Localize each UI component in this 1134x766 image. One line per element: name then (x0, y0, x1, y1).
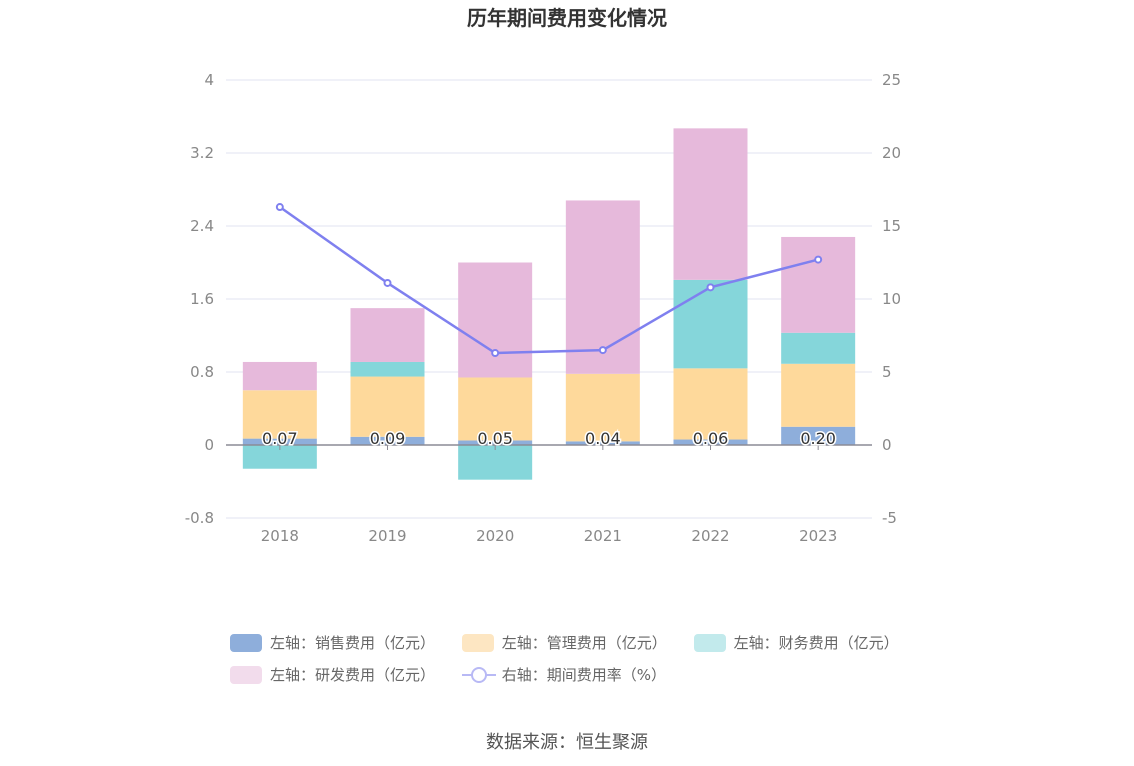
bar (350, 376, 425, 437)
bar (242, 445, 317, 469)
legend-swatch-admin (461, 633, 494, 652)
right-tick-label: 0 (882, 436, 892, 454)
legend-row-2: 左轴：研发费用（亿元） 右轴：期间费用率（%） (230, 664, 688, 686)
data-label: 0.04 (585, 429, 621, 448)
data-labels: 0.07 0.09 0.05 0.04 0.06 0.20 (261, 428, 838, 450)
bar (458, 377, 533, 441)
legend-swatch-rnd (230, 665, 262, 684)
legend-swatch-sales (230, 633, 262, 652)
right-axis-ticks: 25 20 15 10 5 0 -5 (882, 71, 901, 527)
x-tick-label: 2018 (261, 527, 299, 545)
x-tick-label: 2020 (476, 527, 514, 545)
legend-label-sales: 左轴：销售费用（亿元） (270, 634, 436, 652)
bar (458, 440, 533, 445)
bar (781, 236, 856, 333)
bar (242, 390, 317, 439)
bar (350, 436, 425, 445)
left-tick-label: 2.4 (190, 217, 214, 235)
left-tick-label: 1.6 (190, 290, 214, 308)
x-axis (226, 444, 872, 450)
x-tick-label: 2022 (691, 527, 729, 545)
legend-item-admin[interactable]: 左轴：管理费用（亿元） (461, 632, 667, 653)
right-tick-label: 25 (882, 71, 901, 89)
right-tick-label: 15 (882, 217, 901, 235)
data-label: 0.07 (262, 429, 298, 448)
grid-lines (226, 79, 872, 519)
legend-row-1: 左轴：销售费用（亿元） 左轴：管理费用（亿元） 左轴：财务费用（亿元） (230, 632, 921, 654)
legend-item-sales[interactable]: 左轴：销售费用（亿元） (230, 632, 435, 653)
right-tick-label: 5 (882, 363, 892, 381)
rate-point (814, 255, 823, 264)
left-tick-label: -0.8 (185, 509, 214, 527)
bar (350, 308, 425, 362)
legend-swatch-finance (693, 633, 726, 652)
legend-item-rnd[interactable]: 左轴：研发费用（亿元） (230, 664, 435, 685)
rate-point (706, 283, 715, 292)
legend-item-finance[interactable]: 左轴：财务费用（亿元） (693, 632, 899, 653)
legend-label-rnd: 左轴：研发费用（亿元） (270, 666, 436, 684)
right-tick-label: 10 (882, 290, 901, 308)
rate-point (383, 278, 392, 287)
rate-point (491, 349, 500, 358)
rate-line (279, 205, 819, 355)
bar (673, 368, 748, 440)
x-tick-label: 2019 (368, 527, 406, 545)
left-tick-label: 3.2 (190, 144, 214, 162)
bar-series (242, 128, 856, 480)
rate-point (275, 203, 284, 212)
bar (458, 445, 533, 480)
bar (350, 361, 425, 377)
bar (242, 361, 317, 391)
left-tick-label: 0 (204, 436, 214, 454)
left-axis-ticks: 4 3.2 2.4 1.6 0.8 0 -0.8 (185, 71, 214, 527)
rate-point (598, 346, 607, 355)
chart-canvas: 历年期间费用变化情况 4 3.2 2.4 1.6 0.8 0 -0.8 25 20 15 10 5 0… (185, 6, 901, 545)
bar (673, 439, 748, 445)
bar (458, 262, 533, 378)
bar (565, 200, 640, 374)
legend-label-admin: 左轴：管理费用（亿元） (501, 634, 667, 652)
left-tick-label: 4 (204, 71, 214, 89)
rate-line-series (275, 203, 823, 358)
legend-label-finance: 左轴：财务费用（亿元） (733, 634, 899, 652)
chart-title: 历年期间费用变化情况 (467, 6, 667, 30)
left-tick-label: 0.8 (190, 363, 214, 381)
right-tick-label: -5 (882, 509, 897, 527)
x-tick-label: 2021 (584, 527, 622, 545)
x-tick-label: 2023 (799, 527, 837, 545)
data-label: 0.06 (693, 429, 729, 448)
bar (673, 279, 748, 369)
legend-swatch-rate (461, 666, 496, 684)
bar (565, 441, 640, 445)
data-source: 数据来源：恒生聚源 (486, 732, 648, 753)
bar (781, 332, 856, 364)
bar (781, 363, 856, 427)
data-label: 0.09 (370, 429, 406, 448)
bar (781, 426, 856, 445)
bar (242, 438, 317, 445)
bar (673, 128, 748, 280)
legend-label-rate: 右轴：期间费用率（%） (501, 666, 667, 684)
right-tick-label: 20 (882, 144, 901, 162)
data-label: 0.20 (800, 429, 836, 448)
legend-item-rate[interactable]: 右轴：期间费用率（%） (461, 664, 667, 685)
data-label: 0.05 (477, 429, 513, 448)
x-axis-ticks: 2018 2019 2020 2021 2022 2023 (261, 527, 838, 545)
bar (565, 373, 640, 442)
